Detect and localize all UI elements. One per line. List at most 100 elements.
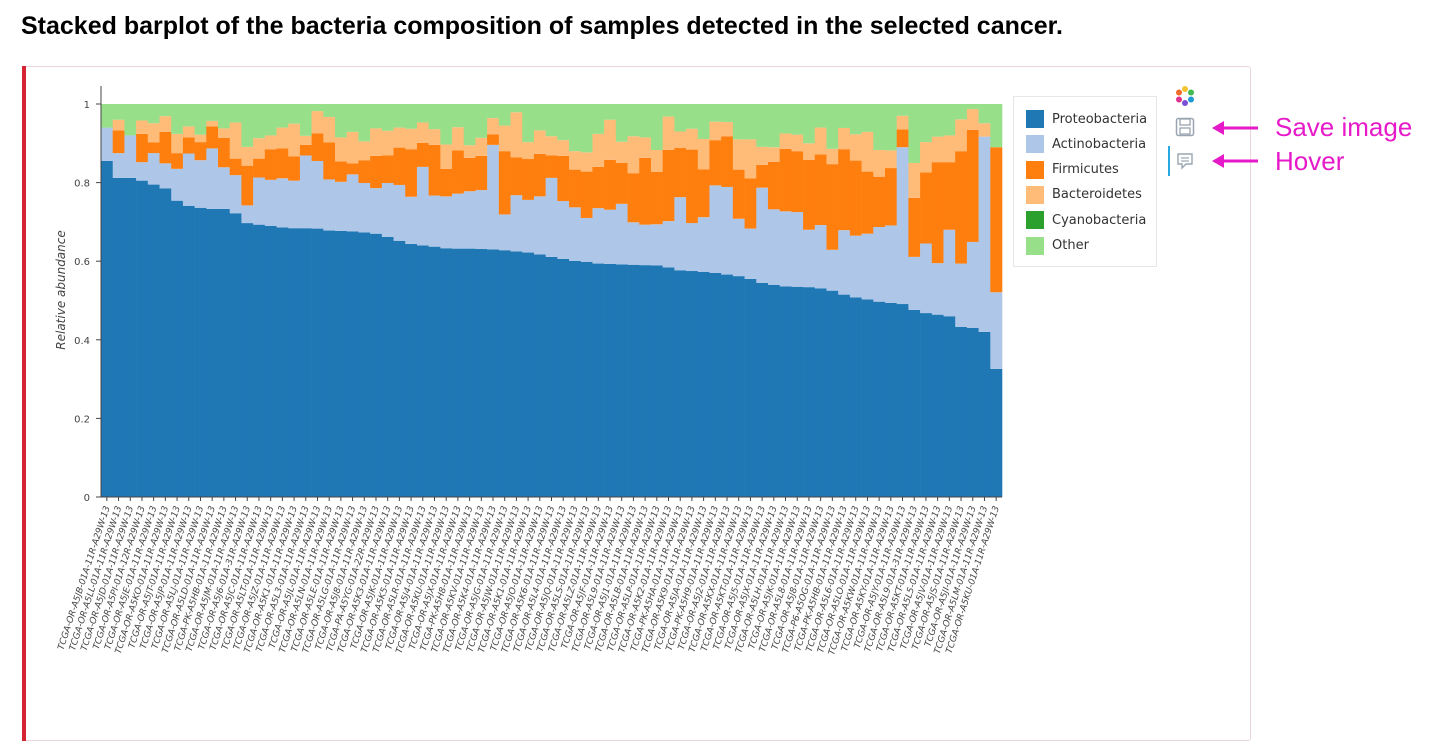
bar-segment-other[interactable] bbox=[639, 104, 652, 138]
bar-segment-bacteroidetes[interactable] bbox=[335, 137, 348, 162]
bar-segment-firmicutes[interactable] bbox=[241, 165, 254, 206]
bar-segment-proteobacteria[interactable] bbox=[884, 302, 897, 497]
bar-segment-proteobacteria[interactable] bbox=[533, 254, 546, 497]
bar-segment-bacteroidetes[interactable] bbox=[814, 127, 827, 155]
bar-segment-proteobacteria[interactable] bbox=[709, 272, 722, 497]
bar-segment-other[interactable] bbox=[452, 104, 465, 128]
bar-segment-other[interactable] bbox=[440, 104, 453, 145]
bar-segment-bacteroidetes[interactable] bbox=[931, 136, 944, 163]
bar-segment-bacteroidetes[interactable] bbox=[463, 145, 476, 158]
bar-segment-proteobacteria[interactable] bbox=[440, 248, 453, 497]
save-image-button[interactable] bbox=[1175, 117, 1195, 137]
bar-segment-proteobacteria[interactable] bbox=[171, 200, 184, 497]
bar-segment-actinobacteria[interactable] bbox=[416, 166, 429, 246]
bar-segment-bacteroidetes[interactable] bbox=[615, 141, 628, 163]
bar-segment-firmicutes[interactable] bbox=[475, 155, 488, 191]
bar-segment-firmicutes[interactable] bbox=[767, 161, 780, 210]
bar-segment-proteobacteria[interactable] bbox=[849, 297, 862, 497]
hover-toggle-button[interactable] bbox=[1168, 146, 1196, 176]
bar-segment-firmicutes[interactable] bbox=[346, 163, 359, 175]
bar-segment-other[interactable] bbox=[370, 104, 383, 129]
bar-segment-actinobacteria[interactable] bbox=[533, 196, 546, 255]
bar-segment-other[interactable] bbox=[194, 104, 207, 135]
bar-segment-actinobacteria[interactable] bbox=[650, 224, 663, 266]
bar-segment-other[interactable] bbox=[592, 104, 605, 134]
bar-segment-bacteroidetes[interactable] bbox=[522, 142, 535, 160]
bar-segment-proteobacteria[interactable] bbox=[405, 243, 418, 497]
bar-segment-proteobacteria[interactable] bbox=[182, 205, 195, 498]
bar-segment-bacteroidetes[interactable] bbox=[686, 128, 699, 150]
bar-segment-proteobacteria[interactable] bbox=[124, 177, 137, 497]
bar-segment-other[interactable] bbox=[931, 104, 944, 137]
bar-segment-proteobacteria[interactable] bbox=[276, 227, 289, 497]
bar-segment-actinobacteria[interactable] bbox=[873, 227, 886, 302]
bar-segment-firmicutes[interactable] bbox=[311, 133, 324, 161]
bar-segment-bacteroidetes[interactable] bbox=[908, 162, 921, 198]
bar-segment-bacteroidetes[interactable] bbox=[358, 141, 371, 161]
bar-segment-proteobacteria[interactable] bbox=[323, 230, 336, 498]
bar-segment-firmicutes[interactable] bbox=[955, 151, 968, 264]
bar-segment-actinobacteria[interactable] bbox=[428, 195, 441, 247]
bar-segment-bacteroidetes[interactable] bbox=[580, 152, 593, 172]
bar-segment-actinobacteria[interactable] bbox=[767, 209, 780, 285]
bar-segment-firmicutes[interactable] bbox=[416, 142, 429, 167]
bar-segment-actinobacteria[interactable] bbox=[697, 217, 710, 272]
bar-segment-firmicutes[interactable] bbox=[440, 168, 453, 197]
bar-segment-proteobacteria[interactable] bbox=[604, 263, 617, 497]
bar-segment-proteobacteria[interactable] bbox=[674, 270, 687, 497]
bar-segment-actinobacteria[interactable] bbox=[194, 160, 207, 208]
bar-segment-bacteroidetes[interactable] bbox=[826, 148, 839, 165]
bar-segment-proteobacteria[interactable] bbox=[826, 290, 839, 497]
bar-segment-actinobacteria[interactable] bbox=[826, 249, 839, 291]
bar-segment-other[interactable] bbox=[335, 104, 348, 138]
bar-segment-other[interactable] bbox=[884, 104, 897, 151]
bar-segment-proteobacteria[interactable] bbox=[920, 313, 933, 497]
bar-segment-proteobacteria[interactable] bbox=[744, 278, 757, 497]
bar-segment-actinobacteria[interactable] bbox=[978, 136, 991, 332]
bar-segment-other[interactable] bbox=[744, 104, 757, 140]
bar-segment-other[interactable] bbox=[147, 104, 160, 124]
bar-segment-other[interactable] bbox=[124, 104, 137, 136]
bar-segment-firmicutes[interactable] bbox=[873, 176, 886, 227]
bar-segment-firmicutes[interactable] bbox=[264, 149, 277, 180]
bar-segment-bacteroidetes[interactable] bbox=[884, 150, 897, 169]
bar-segment-actinobacteria[interactable] bbox=[990, 292, 1003, 369]
bar-segment-proteobacteria[interactable] bbox=[990, 368, 1003, 497]
bar-segment-bacteroidetes[interactable] bbox=[393, 127, 406, 148]
bar-segment-actinobacteria[interactable] bbox=[615, 203, 628, 265]
bar-segment-bacteroidetes[interactable] bbox=[779, 133, 792, 149]
bar-segment-other[interactable] bbox=[569, 104, 582, 152]
bar-segment-other[interactable] bbox=[557, 104, 570, 141]
bar-segment-firmicutes[interactable] bbox=[147, 142, 160, 154]
bar-segment-firmicutes[interactable] bbox=[299, 144, 312, 156]
bar-segment-firmicutes[interactable] bbox=[194, 142, 207, 161]
bar-segment-bacteroidetes[interactable] bbox=[896, 115, 909, 130]
bar-segment-firmicutes[interactable] bbox=[405, 149, 418, 197]
bar-segment-firmicutes[interactable] bbox=[662, 149, 675, 222]
bar-segment-other[interactable] bbox=[580, 104, 593, 153]
bar-segment-actinobacteria[interactable] bbox=[405, 196, 418, 244]
bar-segment-proteobacteria[interactable] bbox=[686, 271, 699, 497]
bar-segment-bacteroidetes[interactable] bbox=[253, 138, 266, 159]
bar-segment-other[interactable] bbox=[288, 104, 301, 124]
bar-segment-firmicutes[interactable] bbox=[580, 171, 593, 218]
bar-segment-firmicutes[interactable] bbox=[206, 126, 219, 149]
bar-segment-firmicutes[interactable] bbox=[381, 155, 394, 183]
bar-segment-other[interactable] bbox=[264, 104, 277, 136]
bar-segment-firmicutes[interactable] bbox=[487, 134, 500, 145]
bar-segment-other[interactable] bbox=[206, 104, 219, 121]
bar-segment-actinobacteria[interactable] bbox=[124, 135, 137, 178]
plotly-logo-icon[interactable] bbox=[1174, 85, 1196, 107]
bar-segment-proteobacteria[interactable] bbox=[639, 265, 652, 497]
bar-segment-bacteroidetes[interactable] bbox=[697, 138, 710, 170]
bar-segment-actinobacteria[interactable] bbox=[580, 217, 593, 262]
bar-segment-bacteroidetes[interactable] bbox=[264, 135, 277, 150]
bar-segment-proteobacteria[interactable] bbox=[557, 258, 570, 497]
bar-segment-bacteroidetes[interactable] bbox=[288, 123, 301, 157]
bar-segment-bacteroidetes[interactable] bbox=[182, 126, 195, 138]
bar-segment-actinobacteria[interactable] bbox=[791, 212, 804, 287]
bar-segment-bacteroidetes[interactable] bbox=[791, 134, 804, 152]
bar-segment-actinobacteria[interactable] bbox=[522, 199, 535, 253]
bar-segment-actinobacteria[interactable] bbox=[569, 207, 582, 261]
bar-segment-firmicutes[interactable] bbox=[709, 140, 722, 186]
